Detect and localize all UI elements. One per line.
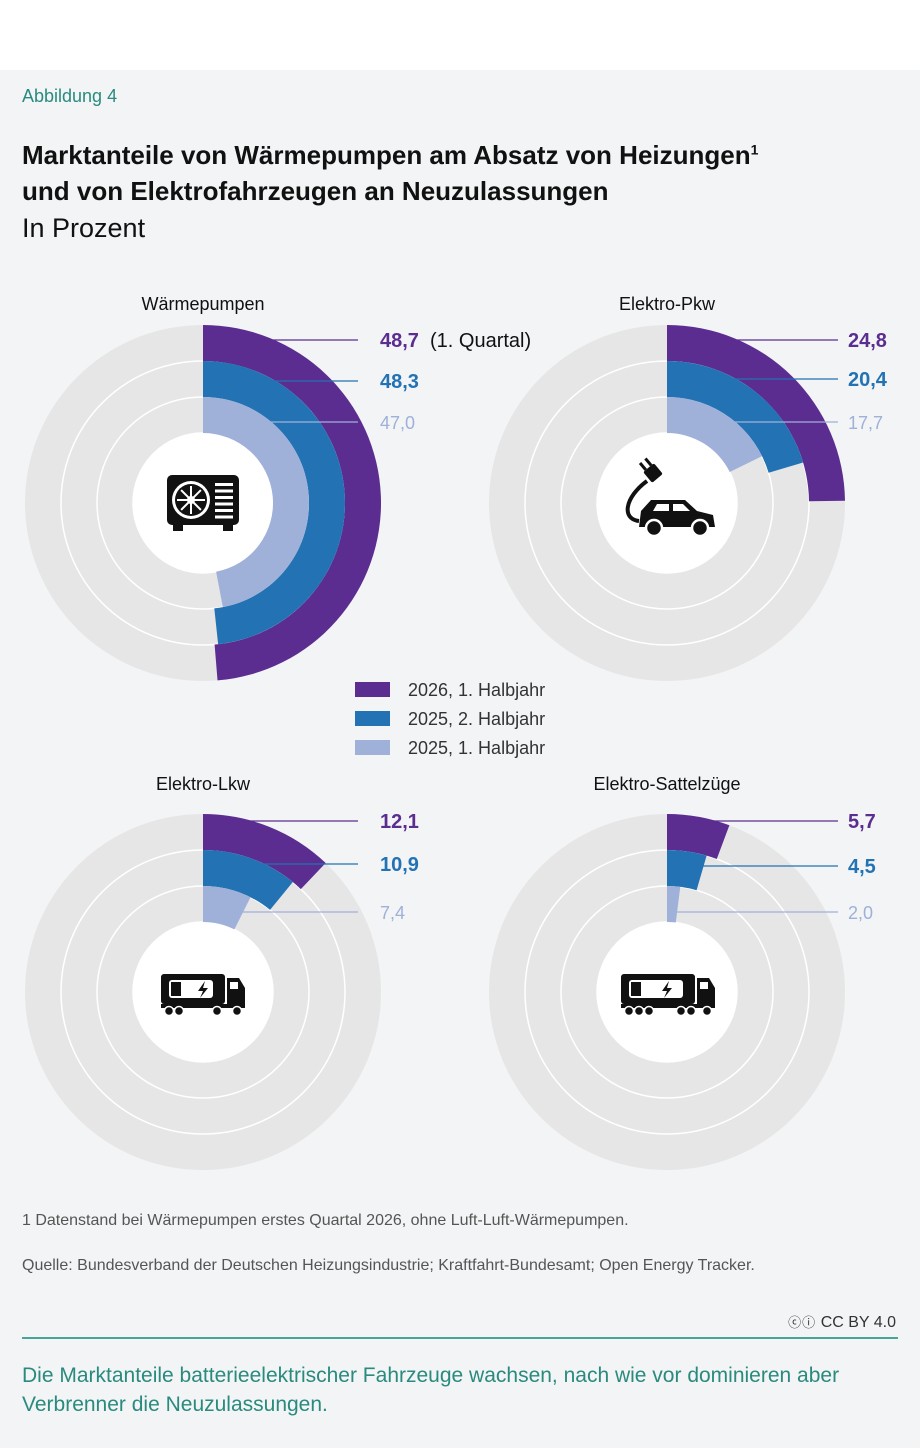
chart-title-line-1: Marktanteile von Wärmepumpen am Absatz v…	[22, 140, 758, 171]
radial-chart-2: 24,8 20,4 17,7 Elektro-Pkw	[489, 294, 888, 681]
footnote: 1 Datenstand bei Wärmepumpen erstes Quar…	[22, 1212, 629, 1229]
chart-title-line-2: und von Elektrofahrzeugen an Neuzulassun…	[22, 176, 609, 206]
legend-label-2: 2025, 2. Halbjahr	[408, 709, 545, 729]
legend-swatch-1	[355, 682, 390, 697]
arc-3	[667, 397, 763, 473]
divider	[22, 1337, 898, 1339]
radial-chart-1: 48,7 (1. Quartal) 48,3 47,0 Wärmepumpen	[25, 294, 531, 681]
value-label-3: 2,0	[848, 903, 873, 923]
value-label-1: 48,7	[380, 330, 419, 352]
radial-chart-3: 12,1 10,9 7,4 Elektro-Lkw	[25, 774, 419, 1170]
arc-2	[203, 361, 346, 645]
legend-label-3: 2025, 1. Halbjahr	[408, 738, 545, 758]
arc-2	[667, 361, 804, 473]
value-label-3: 47,0	[380, 413, 415, 433]
chart-panel-title: Elektro-Sattelzüge	[593, 774, 740, 794]
legend-swatch-2	[355, 711, 390, 726]
electric-car-icon	[625, 457, 715, 538]
arc-3	[667, 886, 681, 923]
legend-swatch-3	[355, 740, 390, 755]
figure-caption: Die Marktanteile batterieelektrischer Fa…	[22, 1364, 840, 1416]
value-label-3: 7,4	[380, 903, 405, 923]
value-label-2: 4,5	[848, 856, 876, 878]
cc-by-icon: ⓒⓘ	[788, 1315, 821, 1330]
arc-1	[667, 325, 845, 502]
value-label-2: 10,9	[380, 854, 419, 876]
source-note: Quelle: Bundesverband der Deutschen Heiz…	[22, 1257, 755, 1274]
value-label-2: 20,4	[848, 369, 888, 391]
value-label-1: 24,8	[848, 330, 887, 352]
arc-1	[203, 325, 382, 681]
title-footnote-mark: 1	[750, 141, 759, 158]
chart-panel-title: Elektro-Pkw	[619, 294, 716, 314]
arc-1	[667, 814, 730, 860]
radial-chart-4: 5,7 4,5 2,0 Elektro-Sattelzüge	[489, 774, 876, 1170]
license-text: CC BY 4.0	[820, 1314, 896, 1331]
figure-panel	[0, 70, 920, 1448]
arc-1	[203, 814, 326, 890]
arc-2	[667, 850, 707, 891]
value-note: (1. Quartal)	[430, 330, 531, 352]
arc-3	[203, 886, 251, 930]
figure-label: Abbildung 4	[22, 86, 118, 106]
arc-3	[203, 397, 309, 608]
legend-label-1: 2026, 1. Halbjahr	[408, 680, 545, 700]
license-badge: ⓒⓘ CC BY 4.0	[788, 1312, 896, 1332]
electric-truck-icon	[161, 974, 245, 1017]
value-label-1: 12,1	[380, 811, 419, 833]
legend: 2026, 1. Halbjahr 2025, 2. Halbjahr 2025, …	[355, 680, 545, 758]
title-text-1: Marktanteile von Wärmepumpen am Absatz v…	[22, 140, 751, 170]
chart-panel-title: Wärmepumpen	[141, 294, 264, 314]
value-label-1: 5,7	[848, 811, 876, 833]
chart-panel-title: Elektro-Lkw	[156, 774, 251, 794]
heat-pump-icon	[167, 475, 239, 531]
value-label-2: 48,3	[380, 371, 419, 393]
chart-subtitle: In Prozent	[22, 213, 146, 243]
arc-2	[203, 849, 293, 910]
electric-semi-truck-icon	[621, 974, 715, 1017]
value-label-3: 17,7	[848, 413, 883, 433]
